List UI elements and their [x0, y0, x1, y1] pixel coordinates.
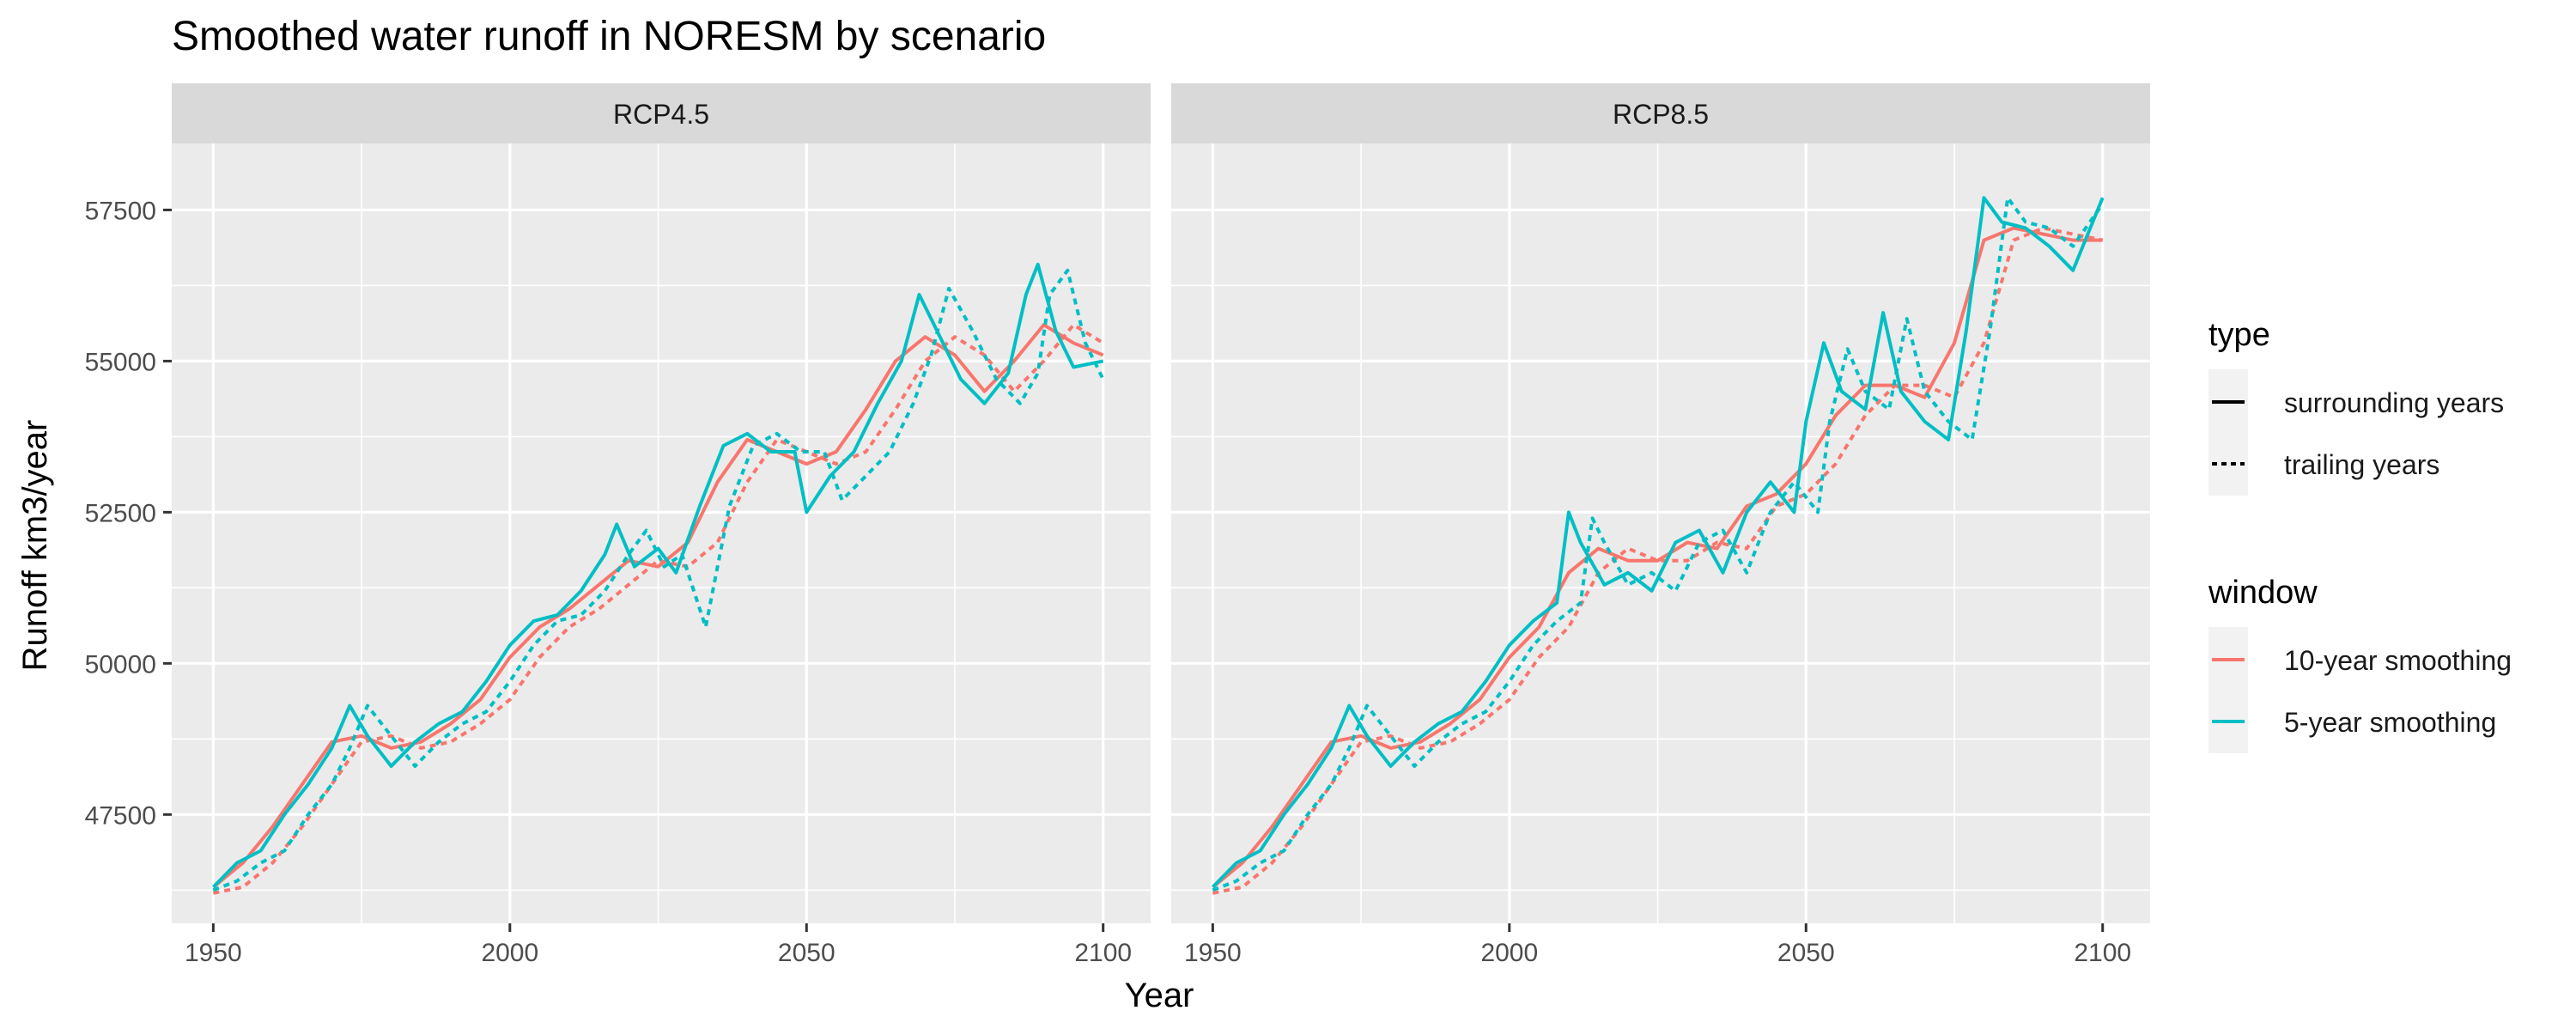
y-tick-label: 57500: [85, 197, 156, 225]
series-line-10-year-surrounding: [212, 323, 1104, 889]
series-line-5-year-surrounding: [1211, 196, 2105, 889]
legend-type-item-surrounding: surrounding years: [2284, 387, 2504, 418]
series-line-10-year-trailing: [213, 323, 1104, 895]
chart-title: Smoothed water runoff in NORESM by scena…: [172, 14, 1046, 59]
x-tick-label: 1950: [1184, 939, 1242, 967]
y-tick-label: 52500: [85, 499, 156, 527]
x-tick-label: 1950: [185, 939, 242, 967]
series-line-5-year-trailing: [212, 268, 1105, 892]
x-tick-label: 2050: [1777, 939, 1835, 967]
y-tick-label: 47500: [85, 801, 156, 830]
panel-rcp8-5: RCP8.5 1950 2000 2050 2100: [1171, 83, 2150, 967]
series-line-10-year-surrounding: [1212, 226, 2103, 889]
panels: RCP4.5 1950 2000 2050 2100 47500 50000 52500 550…: [85, 83, 2150, 967]
y-tick-label: 50000: [85, 650, 156, 679]
panel-background: [172, 143, 1151, 923]
y-axis-label: Runoff km3/year: [16, 420, 54, 672]
x-tick-label: 2050: [778, 939, 835, 967]
legend-type-title: type: [2208, 317, 2270, 353]
facet-strip-label: RCP8.5: [1613, 99, 1709, 130]
x-tick-label: 2100: [2074, 939, 2131, 967]
legend: type surrounding years trailing years wi…: [2208, 317, 2512, 753]
x-tick-label: 2100: [1074, 939, 1132, 967]
panel-rcp4-5: RCP4.5 1950 2000 2050 2100 47500 50000 52500 550…: [85, 83, 1151, 967]
series-line-5-year-surrounding: [211, 262, 1104, 889]
legend-window-item-5-year: 5-year smoothing: [2284, 707, 2496, 738]
facet-strip-label: RCP4.5: [613, 99, 709, 130]
x-axis-label: Year: [1125, 977, 1194, 1014]
legend-type-item-trailing: trailing years: [2284, 449, 2439, 480]
y-tick-label: 55000: [85, 348, 156, 376]
legend-type-key-bg: [2208, 369, 2248, 496]
facet-strip: [172, 83, 1151, 143]
series-line-5-year-trailing: [1212, 196, 2105, 892]
x-tick-label: 2000: [1480, 939, 1538, 967]
legend-window-title: window: [2208, 575, 2318, 611]
x-tick-label: 2000: [481, 939, 538, 967]
legend-window-key-bg: [2208, 627, 2248, 753]
panel-background: [1171, 143, 2150, 923]
facet-strip: [1171, 83, 2150, 143]
legend-window-item-10-year: 10-year smoothing: [2284, 645, 2512, 676]
